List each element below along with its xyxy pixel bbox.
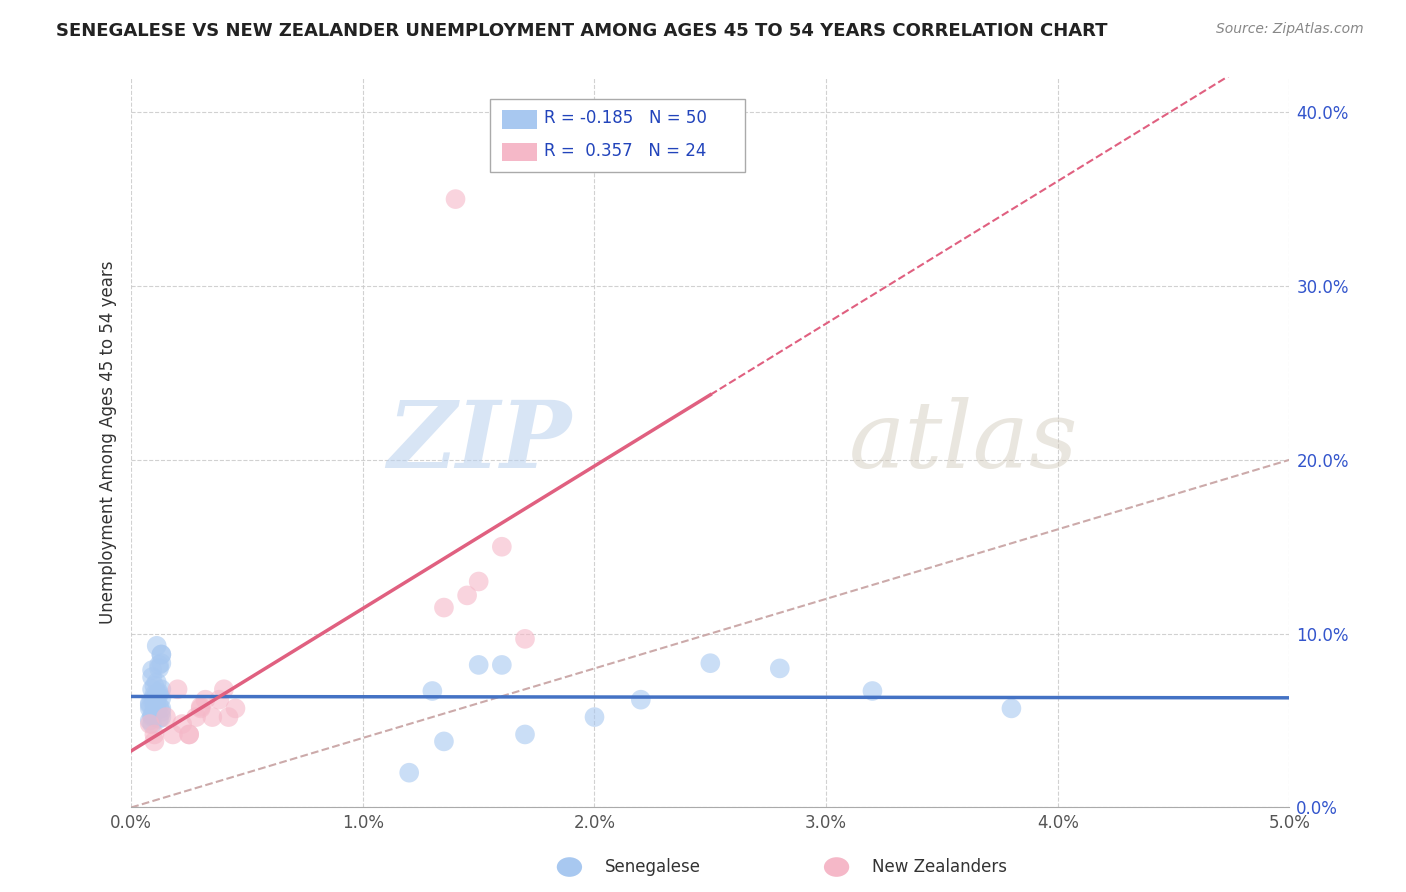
Point — [143, 734, 166, 748]
Point — [141, 663, 163, 677]
Point — [143, 701, 166, 715]
Point — [143, 727, 166, 741]
Point — [184, 710, 207, 724]
Point — [422, 684, 444, 698]
Text: SENEGALESE VS NEW ZEALANDER UNEMPLOYMENT AMONG AGES 45 TO 54 YEARS CORRELATION C: SENEGALESE VS NEW ZEALANDER UNEMPLOYMENT… — [56, 22, 1108, 40]
Point — [194, 692, 217, 706]
Point — [143, 705, 166, 719]
Point — [141, 670, 163, 684]
Text: New Zealanders: New Zealanders — [872, 858, 1007, 876]
Point — [208, 692, 231, 706]
Point — [139, 696, 162, 710]
Point — [148, 699, 170, 714]
FancyBboxPatch shape — [491, 99, 745, 172]
Point — [141, 717, 163, 731]
Point — [699, 656, 721, 670]
Point — [148, 661, 170, 675]
Point — [148, 686, 170, 700]
Point — [467, 574, 489, 589]
Point — [145, 692, 167, 706]
Point — [190, 699, 212, 714]
Point — [141, 708, 163, 723]
Point — [145, 688, 167, 702]
Point — [143, 694, 166, 708]
Point — [143, 692, 166, 706]
Point — [150, 648, 173, 662]
Point — [139, 714, 162, 728]
Point — [145, 701, 167, 715]
Point — [166, 682, 188, 697]
Y-axis label: Unemployment Among Ages 45 to 54 years: Unemployment Among Ages 45 to 54 years — [100, 260, 117, 624]
Point — [491, 540, 513, 554]
Text: ZIP: ZIP — [387, 398, 571, 487]
Point — [630, 692, 652, 706]
Point — [141, 682, 163, 697]
Point — [862, 684, 884, 698]
Point — [148, 712, 170, 726]
Point — [150, 701, 173, 715]
Point — [190, 701, 212, 715]
Point — [491, 657, 513, 672]
Point — [179, 727, 201, 741]
Point — [150, 705, 173, 719]
Point — [148, 657, 170, 672]
Text: Source: ZipAtlas.com: Source: ZipAtlas.com — [1216, 22, 1364, 37]
Point — [433, 600, 456, 615]
Point — [218, 710, 240, 724]
Text: atlas: atlas — [849, 398, 1078, 487]
Point — [769, 661, 792, 675]
Point — [139, 701, 162, 715]
Point — [1000, 701, 1022, 715]
Point — [224, 701, 246, 715]
Point — [143, 688, 166, 702]
Point — [162, 727, 184, 741]
Point — [141, 692, 163, 706]
Text: R =  0.357   N = 24: R = 0.357 N = 24 — [544, 142, 706, 160]
Point — [513, 727, 536, 741]
Bar — [502, 111, 537, 128]
Point — [150, 656, 173, 670]
Point — [212, 682, 235, 697]
Text: R = -0.185   N = 50: R = -0.185 N = 50 — [544, 109, 706, 127]
Point — [155, 710, 177, 724]
Point — [143, 692, 166, 706]
Point — [150, 648, 173, 662]
Point — [145, 639, 167, 653]
Point — [201, 710, 224, 724]
Point — [467, 657, 489, 672]
Point — [148, 688, 170, 702]
Point — [141, 710, 163, 724]
Point — [179, 727, 201, 741]
Point — [150, 710, 173, 724]
Point — [150, 682, 173, 697]
Point — [513, 632, 536, 646]
Bar — [502, 143, 537, 161]
Point — [150, 690, 173, 705]
Point — [139, 717, 162, 731]
Point — [143, 679, 166, 693]
Text: Senegalese: Senegalese — [605, 858, 700, 876]
Point — [456, 588, 478, 602]
Point — [172, 717, 194, 731]
Point — [583, 710, 606, 724]
Point — [398, 765, 420, 780]
Point — [145, 703, 167, 717]
Point — [433, 734, 456, 748]
Point — [139, 698, 162, 712]
Point — [444, 192, 467, 206]
Point — [145, 675, 167, 690]
